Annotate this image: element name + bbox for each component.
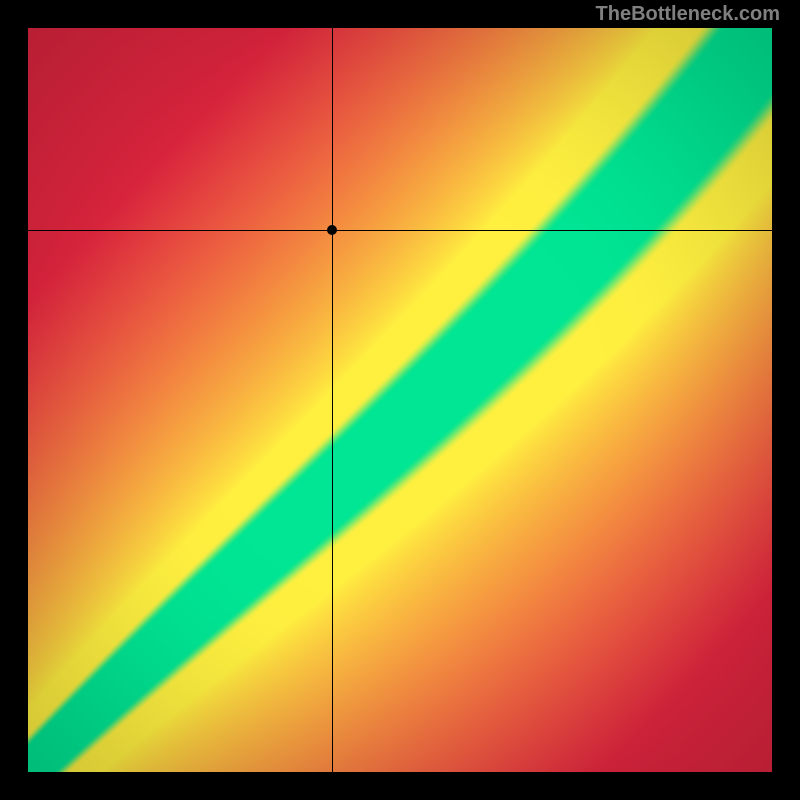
marker-point [327,225,337,235]
crosshair-horizontal [28,230,772,231]
crosshair-vertical [332,28,333,772]
heatmap-plot [28,28,772,772]
bottom-pad [0,772,800,800]
watermark: TheBottleneck.com [0,0,800,28]
left-pad [0,28,28,772]
chart-container: TheBottleneck.com [0,0,800,800]
heatmap-canvas [28,28,772,772]
right-pad [772,28,800,772]
plot-row [0,28,800,772]
